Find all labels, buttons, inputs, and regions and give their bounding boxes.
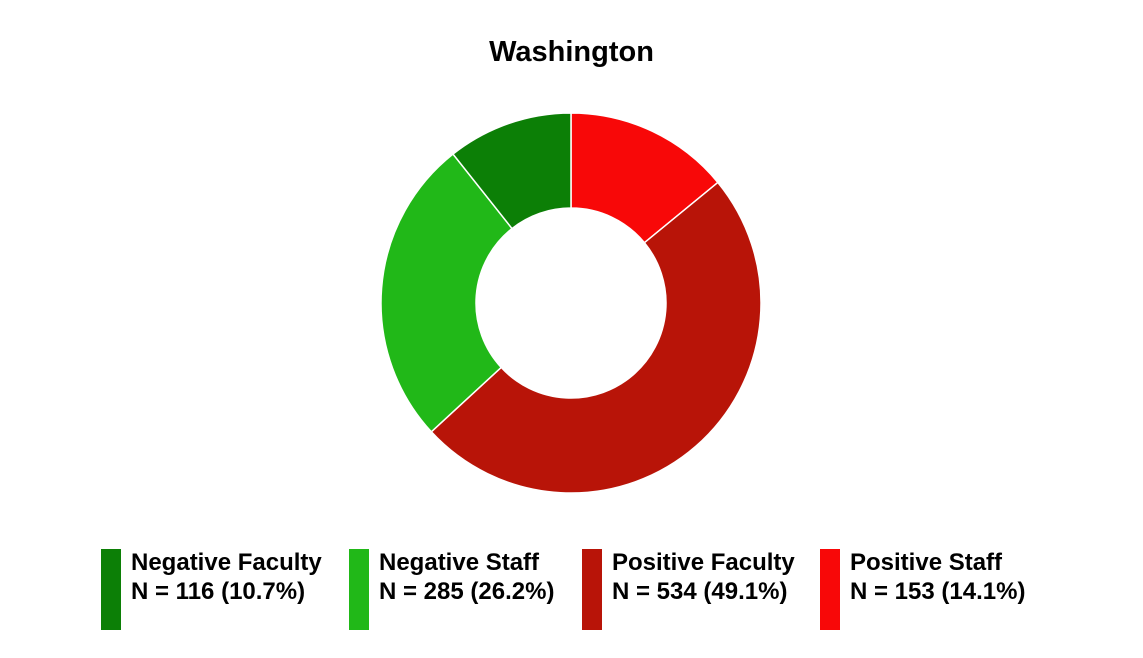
donut-slice-positive-faculty — [430, 181, 762, 494]
donut-chart — [380, 112, 762, 494]
legend-text-positive-staff: Positive Staff N = 153 (14.1%) — [850, 548, 1025, 606]
legend-text-negative-staff: Negative Staff N = 285 (26.2%) — [379, 548, 554, 606]
legend-text-negative-faculty: Negative Faculty N = 116 (10.7%) — [131, 548, 322, 606]
legend-value-positive-staff: N = 153 (14.1%) — [850, 578, 1026, 605]
donut-slice-negative-faculty — [451, 112, 572, 230]
legend-swatch-negative-staff — [349, 549, 369, 630]
legend: Negative Faculty N = 116 (10.7%) Negativ… — [0, 548, 1143, 638]
legend-label-negative-staff: Negative Staff — [379, 549, 540, 576]
donut-slice-negative-staff — [380, 153, 514, 433]
legend-label-positive-faculty: Positive Faculty — [612, 549, 795, 576]
legend-text-positive-faculty: Positive Faculty N = 534 (49.1%) — [612, 548, 795, 606]
chart-title: Washington — [489, 36, 654, 68]
legend-value-positive-faculty: N = 534 (49.1%) — [612, 578, 788, 605]
legend-swatch-negative-faculty — [101, 549, 121, 630]
legend-swatch-positive-faculty — [582, 549, 602, 630]
legend-label-negative-faculty: Negative Faculty — [131, 549, 322, 576]
legend-value-negative-faculty: N = 116 (10.7%) — [131, 578, 306, 605]
legend-value-negative-staff: N = 285 (26.2%) — [379, 578, 555, 605]
legend-swatch-positive-staff — [820, 549, 840, 630]
legend-label-positive-staff: Positive Staff — [850, 549, 1003, 576]
donut-slices — [380, 112, 762, 494]
